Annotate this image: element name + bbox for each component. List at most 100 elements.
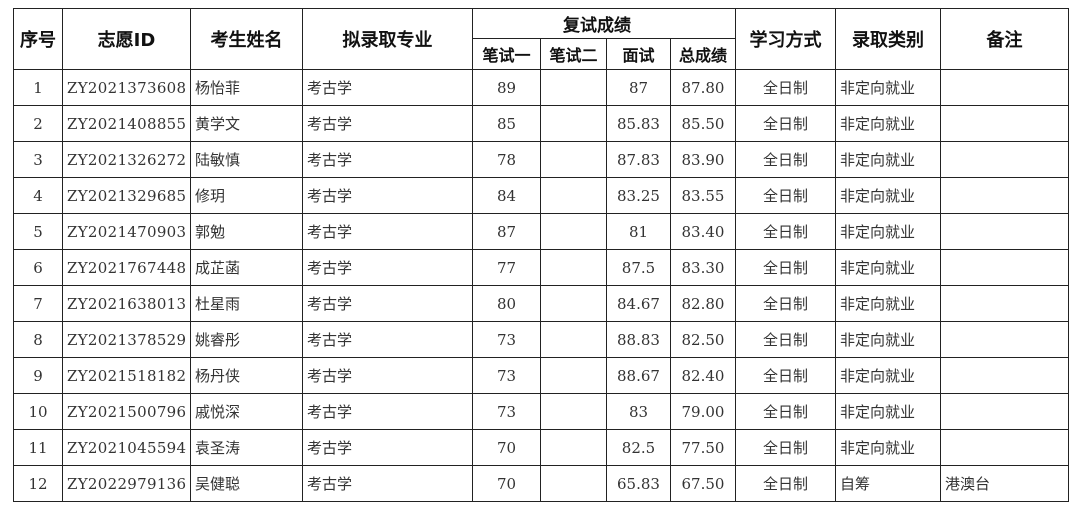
cell-remarks [940, 249, 1069, 286]
cell-id: ZY2022979136 [62, 465, 191, 502]
cell-major: 考古学 [302, 141, 473, 178]
table-row: 4 ZY2021329685 修玥 考古学 84 83.25 83.55 全日制 非定向就业 [13, 177, 1069, 214]
cell-remarks [940, 177, 1069, 214]
cell-name: 修玥 [190, 177, 303, 214]
cell-major: 考古学 [302, 249, 473, 286]
cell-major: 考古学 [302, 465, 473, 502]
cell-seq: 2 [13, 105, 63, 142]
cell-written1: 87 [472, 213, 541, 250]
cell-admission-type: 非定向就业 [835, 429, 941, 466]
cell-admission-type: 非定向就业 [835, 105, 941, 142]
cell-seq: 4 [13, 177, 63, 214]
cell-remarks [940, 321, 1069, 358]
cell-id: ZY2021638013 [62, 285, 191, 322]
cell-remarks [940, 213, 1069, 250]
cell-total: 87.80 [670, 69, 736, 106]
cell-study-mode: 全日制 [735, 321, 836, 358]
cell-study-mode: 全日制 [735, 105, 836, 142]
cell-major: 考古学 [302, 393, 473, 430]
cell-admission-type: 非定向就业 [835, 393, 941, 430]
cell-study-mode: 全日制 [735, 177, 836, 214]
cell-admission-type: 非定向就业 [835, 177, 941, 214]
cell-study-mode: 全日制 [735, 285, 836, 322]
cell-study-mode: 全日制 [735, 141, 836, 178]
cell-total: 83.90 [670, 141, 736, 178]
cell-id: ZY2021045594 [62, 429, 191, 466]
cell-name: 黄学文 [190, 105, 303, 142]
cell-interview: 88.83 [606, 321, 671, 358]
cell-written1: 84 [472, 177, 541, 214]
cell-id: ZY2021373608 [62, 69, 191, 106]
cell-written1: 77 [472, 249, 541, 286]
cell-id: ZY2021329685 [62, 177, 191, 214]
cell-study-mode: 全日制 [735, 429, 836, 466]
header-name: 考生姓名 [190, 8, 303, 70]
cell-written2 [540, 285, 607, 322]
cell-written1: 73 [472, 321, 541, 358]
cell-name: 吴健聪 [190, 465, 303, 502]
header-seq: 序号 [13, 8, 63, 70]
cell-id: ZY2021378529 [62, 321, 191, 358]
header-written2: 笔试二 [540, 38, 607, 70]
cell-name: 成芷菡 [190, 249, 303, 286]
cell-seq: 11 [13, 429, 63, 466]
cell-written2 [540, 393, 607, 430]
cell-interview: 85.83 [606, 105, 671, 142]
cell-name: 杨怡菲 [190, 69, 303, 106]
cell-name: 姚睿彤 [190, 321, 303, 358]
cell-written2 [540, 465, 607, 502]
cell-id: ZY2021767448 [62, 249, 191, 286]
cell-seq: 5 [13, 213, 63, 250]
header-written1: 笔试一 [472, 38, 541, 70]
cell-id: ZY2021470903 [62, 213, 191, 250]
table-row: 3 ZY2021326272 陆敏慎 考古学 78 87.83 83.90 全日制 非定向就业 [13, 141, 1069, 178]
cell-admission-type: 非定向就业 [835, 249, 941, 286]
cell-total: 82.50 [670, 321, 736, 358]
cell-interview: 65.83 [606, 465, 671, 502]
cell-written2 [540, 249, 607, 286]
table-row: 9 ZY2021518182 杨丹侠 考古学 73 88.67 82.40 全日制 非定向就业 [13, 357, 1069, 394]
cell-major: 考古学 [302, 285, 473, 322]
cell-admission-type: 非定向就业 [835, 285, 941, 322]
cell-remarks [940, 429, 1069, 466]
cell-admission-type: 非定向就业 [835, 69, 941, 106]
cell-interview: 83 [606, 393, 671, 430]
cell-remarks [940, 357, 1069, 394]
cell-interview: 87.83 [606, 141, 671, 178]
cell-total: 85.50 [670, 105, 736, 142]
table-row: 12 ZY2022979136 吴健聪 考古学 70 65.83 67.50 全日制 自筹 港澳台 [13, 465, 1069, 502]
cell-total: 83.40 [670, 213, 736, 250]
cell-written1: 78 [472, 141, 541, 178]
cell-written1: 80 [472, 285, 541, 322]
cell-seq: 1 [13, 69, 63, 106]
cell-written2 [540, 105, 607, 142]
cell-major: 考古学 [302, 105, 473, 142]
cell-written2 [540, 357, 607, 394]
table-row: 7 ZY2021638013 杜星雨 考古学 80 84.67 82.80 全日制 非定向就业 [13, 285, 1069, 322]
header-remarks: 备注 [940, 8, 1069, 70]
cell-name: 杨丹侠 [190, 357, 303, 394]
cell-major: 考古学 [302, 357, 473, 394]
cell-study-mode: 全日制 [735, 213, 836, 250]
cell-admission-type: 非定向就业 [835, 213, 941, 250]
table-row: 10 ZY2021500796 戚悦深 考古学 73 83 79.00 全日制 非定向就业 [13, 393, 1069, 430]
cell-remarks [940, 69, 1069, 106]
table-row: 2 ZY2021408855 黄学文 考古学 85 85.83 85.50 全日制 非定向就业 [13, 105, 1069, 142]
cell-interview: 81 [606, 213, 671, 250]
cell-id: ZY2021326272 [62, 141, 191, 178]
cell-major: 考古学 [302, 213, 473, 250]
cell-seq: 12 [13, 465, 63, 502]
cell-study-mode: 全日制 [735, 69, 836, 106]
cell-seq: 6 [13, 249, 63, 286]
header-retest-group: 复试成绩 [472, 8, 736, 39]
cell-major: 考古学 [302, 69, 473, 106]
cell-remarks: 港澳台 [940, 465, 1069, 502]
cell-total: 83.30 [670, 249, 736, 286]
cell-remarks [940, 105, 1069, 142]
cell-study-mode: 全日制 [735, 249, 836, 286]
table-body: 1 ZY2021373608 杨怡菲 考古学 89 87 87.80 全日制 非定向就业 2 ZY2… [13, 69, 1069, 502]
cell-written1: 70 [472, 465, 541, 502]
cell-seq: 9 [13, 357, 63, 394]
cell-remarks [940, 285, 1069, 322]
header-interview: 面试 [606, 38, 671, 70]
